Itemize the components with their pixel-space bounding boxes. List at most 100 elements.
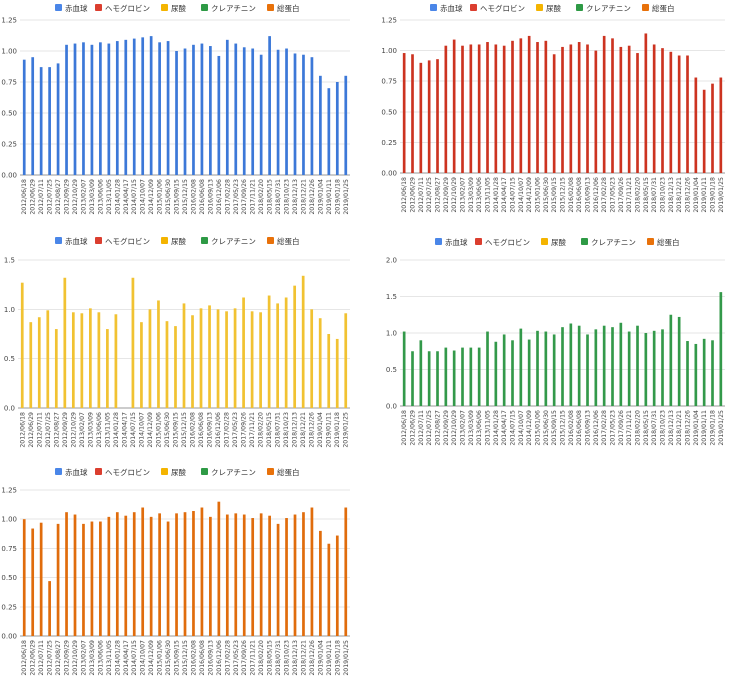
x-tick-label: 2015/06/30 bbox=[165, 179, 172, 215]
bar bbox=[644, 333, 648, 406]
bar bbox=[48, 67, 51, 175]
bar bbox=[71, 312, 75, 408]
legend-swatch bbox=[201, 468, 208, 475]
chart-red-blood-cells: 赤血球 ヘモグロビン 尿酸 クレアチニン 総蛋白 0.00 0.25 0.50 0.75 1.00… bbox=[1, 3, 350, 215]
x-tick-label: 2019/01/11 bbox=[701, 177, 708, 213]
x-tick-label: 2014/12/09 bbox=[148, 640, 155, 676]
bar bbox=[73, 43, 77, 176]
legend-item: クレアチニン bbox=[201, 237, 256, 246]
x-tick-label: 2016/06/08 bbox=[576, 410, 583, 446]
bar bbox=[234, 43, 238, 176]
x-tick-label: 2012/06/29 bbox=[410, 177, 417, 213]
x-tick-label: 2012/09/29 bbox=[64, 179, 71, 215]
legend-item: 尿酸 bbox=[536, 3, 561, 13]
bar bbox=[702, 89, 706, 173]
x-tick-label: 2012/06/18 bbox=[21, 640, 28, 676]
x-tick-label: 2015/01/06 bbox=[157, 640, 164, 676]
bar bbox=[527, 35, 531, 173]
bar bbox=[494, 44, 498, 174]
bar bbox=[209, 516, 212, 636]
legend-item: 総蛋白 bbox=[642, 3, 675, 13]
bar bbox=[335, 338, 339, 408]
x-tick-label: 2017/09/26 bbox=[241, 412, 248, 448]
bar bbox=[327, 334, 331, 408]
bar bbox=[486, 42, 489, 173]
legend-item: 赤血球 bbox=[435, 237, 468, 247]
bar bbox=[131, 277, 135, 408]
bar bbox=[48, 581, 51, 636]
bar bbox=[335, 535, 339, 636]
bar bbox=[586, 44, 589, 174]
y-tick-label: 0.25 bbox=[1, 603, 17, 611]
y-tick-label: 1.25 bbox=[1, 487, 17, 495]
x-tick-label: 2018/10/23 bbox=[660, 410, 667, 446]
bar bbox=[124, 515, 128, 636]
bar bbox=[165, 321, 169, 408]
x-tick-label: 2019/01/04 bbox=[693, 410, 700, 446]
bar bbox=[461, 347, 464, 406]
bar bbox=[310, 57, 314, 176]
x-tick-label: 2018/02/20 bbox=[258, 640, 265, 676]
y-tick-label: 0.0 bbox=[4, 405, 15, 413]
legend-swatch bbox=[161, 4, 168, 11]
legend-swatch bbox=[55, 237, 62, 244]
x-tick-label: 2017/05/23 bbox=[610, 410, 617, 446]
x-tick-label: 2018/10/23 bbox=[284, 640, 291, 676]
bar bbox=[502, 45, 506, 174]
bar bbox=[477, 347, 481, 406]
x-tick-label: 2017/02/28 bbox=[224, 640, 231, 676]
bar bbox=[619, 322, 623, 406]
legend-label: 総蛋白 bbox=[277, 467, 300, 477]
y-tick-label: 0.75 bbox=[1, 545, 17, 553]
bar bbox=[97, 312, 101, 408]
x-tick-label: 2013/02/07 bbox=[79, 412, 86, 448]
x-tick-label: 2018/10/23 bbox=[283, 412, 290, 448]
x-tick-label: 2016/12/06 bbox=[216, 640, 223, 676]
bar bbox=[31, 57, 35, 176]
x-tick-label: 2013/03/09 bbox=[468, 177, 475, 213]
bar bbox=[285, 518, 288, 636]
x-tick-label: 2018/12/26 bbox=[685, 410, 692, 446]
x-tick-label: 2019/01/04 bbox=[693, 177, 700, 213]
x-tick-label: 2013/11/05 bbox=[106, 179, 113, 215]
bar bbox=[141, 507, 145, 636]
x-tick-label: 2015/09/15 bbox=[551, 177, 558, 213]
y-tick-label: 0.00 bbox=[381, 170, 397, 178]
x-tick-label: 2017/02/28 bbox=[601, 177, 608, 213]
bar bbox=[719, 77, 723, 173]
x-tick-label: 2016/12/06 bbox=[593, 410, 600, 446]
bar bbox=[594, 50, 598, 173]
y-tick-label: 0.75 bbox=[1, 79, 17, 87]
bar bbox=[552, 334, 556, 406]
y-tick-label: 1.25 bbox=[1, 17, 17, 25]
x-tick-label: 2014/07/15 bbox=[510, 410, 517, 446]
bar bbox=[90, 44, 94, 175]
legend-swatch bbox=[201, 237, 208, 244]
bar bbox=[242, 514, 246, 636]
legend-swatch bbox=[475, 238, 482, 245]
x-tick-label: 2012/06/18 bbox=[401, 410, 408, 446]
y-tick-label: 0.50 bbox=[1, 574, 17, 582]
bar bbox=[106, 329, 109, 408]
bar bbox=[225, 311, 228, 408]
legend-item: ヘモグロビン bbox=[470, 3, 525, 13]
y-tick-label: 1.25 bbox=[381, 17, 397, 25]
bar bbox=[192, 44, 195, 175]
chart-total-protein: 赤血球 ヘモグロビン 尿酸 クレアチニン 総蛋白 0.00 0.25 0.50 0.75 1.00… bbox=[1, 467, 350, 676]
bar bbox=[611, 38, 614, 173]
x-tick-label: 2014/07/15 bbox=[131, 640, 138, 676]
x-tick-label: 2012/07/25 bbox=[426, 177, 433, 213]
bar bbox=[175, 513, 178, 636]
bar bbox=[327, 88, 331, 175]
bar bbox=[56, 523, 60, 636]
x-tick-label: 2018/12/21 bbox=[676, 410, 683, 446]
bar bbox=[344, 507, 348, 636]
x-tick-label: 2015/12/15 bbox=[560, 177, 567, 213]
x-tick-label: 2019/01/25 bbox=[343, 412, 350, 448]
x-tick-label: 2012/08/27 bbox=[435, 177, 442, 213]
bar bbox=[200, 507, 204, 636]
bar bbox=[402, 331, 406, 406]
x-tick-label: 2018/12/21 bbox=[300, 412, 307, 448]
bar bbox=[469, 44, 473, 174]
bar bbox=[544, 40, 548, 174]
